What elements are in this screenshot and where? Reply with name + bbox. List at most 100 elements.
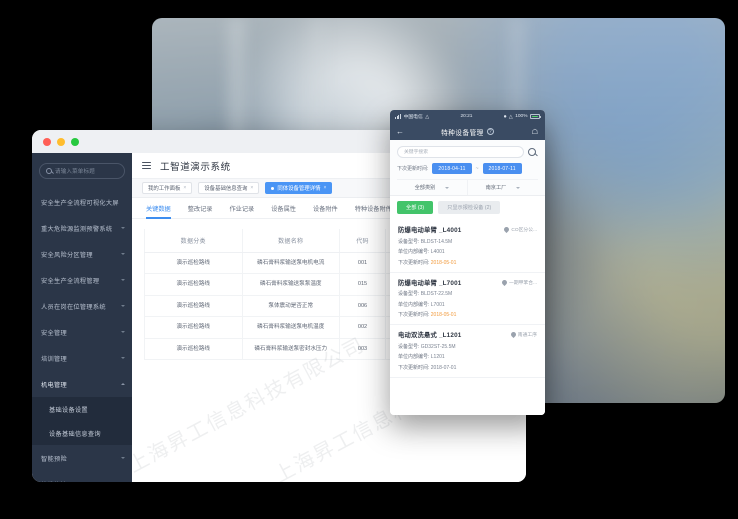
mobile-app-panel: 中国电信 △ 20:21 ⏺ △ 100% ← 特种设备管理 ? ☖ 关键字搜索	[390, 110, 545, 415]
alarm-icon: ⏺	[503, 113, 507, 120]
field-value: BLDST-22.5M	[420, 291, 453, 297]
window-minimize-button[interactable]	[57, 137, 65, 146]
sidebar-item-dashboard[interactable]: 安全生产全流程可视化大屏	[32, 189, 132, 215]
sidebar-item-maintenance[interactable]: 检维修管理	[32, 471, 132, 483]
cell-code: 003	[339, 338, 386, 360]
sidebar-item-risk-zoning[interactable]: 安全风险分区管理	[32, 241, 132, 267]
sub-tab-bar: 关键数据 整改记录 作业记录 设备属性 设备附件 特种设备附件	[132, 198, 526, 219]
question-icon[interactable]: ?	[486, 128, 494, 135]
cell-name: 磷石膏料浆输送泵密封水压力	[242, 338, 340, 360]
sidebar-item-label: 检维修管理	[41, 480, 73, 483]
date-range-label: 下次更新时间:	[397, 166, 429, 172]
subtab-device-properties[interactable]: 设备属性	[271, 205, 296, 213]
device-name: 防爆电动单臂 _L4001	[398, 227, 462, 234]
sidebar-item-label: 重大危险源监测预警系统	[41, 225, 113, 233]
search-icon[interactable]	[528, 147, 536, 156]
date-to-button[interactable]: 2018-07-11	[482, 163, 522, 174]
sidebar-item-personnel-system[interactable]: 人员在岗在位管理系统	[32, 293, 132, 319]
subtab-device-attachments[interactable]: 设备附件	[313, 205, 338, 213]
location-pin-icon	[510, 331, 517, 338]
select-factory[interactable]: 南京工厂	[467, 180, 538, 195]
select-category[interactable]: 全部类别	[397, 180, 467, 195]
tab-label: 设备基础信息查询	[204, 186, 248, 192]
device-internal-no-row: 单位内部编号: L7001	[398, 301, 537, 308]
device-name: 电动双洗悬式 _L1201	[398, 332, 462, 339]
page-title: 工智道演示系统	[160, 161, 231, 173]
sidebar-item-label: 安全生产全流程可视化大屏	[41, 199, 119, 207]
date-range-separator: ~	[475, 165, 479, 172]
date-range-filter: 下次更新时间: 2018-04-11 ~ 2018-07-11	[397, 163, 538, 174]
list-item[interactable]: 电动双洗悬式 _L1201 南通工序 设备型号: GD32ST-25.5M 单位…	[390, 325, 545, 378]
cell-category: 演示巡检路线	[144, 252, 243, 275]
mobile-search-input[interactable]: 关键字搜索	[397, 145, 524, 158]
back-arrow-icon[interactable]: ←	[396, 127, 404, 136]
location-label: 一期甲苯合...	[509, 280, 537, 286]
location-pin-icon	[504, 226, 511, 233]
field-label: 设备型号:	[398, 291, 420, 297]
device-location: 一期甲苯合...	[502, 278, 537, 286]
sidebar-item-label: 安全管理	[41, 329, 67, 337]
active-dot-icon	[271, 186, 275, 190]
device-internal-no-row: 单位内部编号: L1201	[398, 353, 537, 360]
chevron-up-icon	[121, 383, 125, 385]
subtab-special-device-attachments[interactable]: 特种设备附件	[354, 205, 392, 213]
sidebar-item-smart-risk[interactable]: 智能预险	[32, 445, 132, 471]
tab-device-management-detail[interactable]: 同体设备管理详情 ×	[265, 182, 333, 194]
cell-category: 演示巡检路线	[144, 295, 243, 318]
sidebar-item-electromechanical[interactable]: 机电管理	[32, 371, 132, 397]
wifi-icon: △	[425, 113, 430, 120]
tab-my-workbench[interactable]: 我的工作面板 ×	[142, 182, 193, 194]
tab-device-info-query[interactable]: 设备基础信息查询 ×	[198, 182, 260, 194]
column-header-code[interactable]: 代码	[339, 229, 386, 253]
device-name: 防爆电动单臂 _L7001	[398, 279, 462, 287]
sidebar-item-training-management[interactable]: 培训管理	[32, 345, 132, 371]
device-next-update-row: 下次更新时间: 2018-07-01	[398, 364, 537, 371]
subtab-rectification-records[interactable]: 整改记录	[187, 205, 213, 213]
sidebar-item-device-settings[interactable]: 基础设备设置	[32, 397, 132, 421]
device-model-row: 设备型号: BLDST-22.5M	[398, 290, 537, 297]
chip-inspection-only[interactable]: 只显示报检设备 (2)	[438, 201, 501, 214]
list-item[interactable]: 防爆电动单臂 _L7001 一期甲苯合... 设备型号: BLDST-22.5M…	[390, 273, 545, 325]
sidebar-item-safety-management[interactable]: 安全管理	[32, 319, 132, 345]
status-clock: 20:21	[460, 114, 473, 119]
chip-all[interactable]: 全部 (3)	[397, 201, 434, 214]
device-next-update-row: 下次更新时间: 2018-05-01	[398, 311, 537, 318]
sidebar-item-label: 智能预险	[41, 455, 67, 463]
sidebar-item-process-management[interactable]: 安全生产全流程管理	[32, 267, 132, 293]
home-icon[interactable]: ☖	[531, 128, 538, 136]
battery-icon	[529, 114, 541, 119]
date-from-button[interactable]: 2018-04-11	[432, 163, 472, 174]
hamburger-icon[interactable]	[142, 160, 151, 172]
mobile-search-row: 关键字搜索	[397, 145, 538, 158]
subtab-key-data[interactable]: 关键数据	[146, 198, 171, 219]
window-maximize-button[interactable]	[71, 137, 79, 146]
cell-code: 006	[339, 295, 386, 318]
cell-category: 演示巡检路线	[144, 316, 243, 339]
sidebar-item-hazard-monitoring[interactable]: 重大危险源监测预警系统	[32, 215, 132, 241]
field-value: L7001	[430, 301, 445, 308]
card-header: 电动双洗悬式 _L1201 南通工序	[398, 330, 537, 339]
mobile-search-placeholder: 关键字搜索	[404, 150, 428, 155]
window-close-button[interactable]	[43, 137, 51, 146]
chevron-down-icon	[121, 253, 125, 255]
mobile-select-row: 全部类别 南京工厂	[397, 179, 538, 195]
cell-name: 磷石膏料浆输送泵电机电流	[242, 252, 340, 275]
close-icon[interactable]: ×	[323, 185, 327, 191]
tab-label: 我的工作面板	[148, 186, 181, 192]
close-icon[interactable]: ×	[250, 185, 254, 191]
field-value: GD32ST-25.5M	[420, 343, 456, 350]
app-header: 工智道演示系统	[132, 153, 526, 179]
close-icon[interactable]: ×	[183, 185, 187, 191]
cell-name: 磷石膏料浆输送泵电机温度	[242, 316, 340, 339]
chevron-down-icon	[121, 357, 125, 359]
list-item[interactable]: 防爆电动单臂 _L4001 CO区分公... 设备型号: BLDST-14.5M…	[390, 220, 545, 273]
subtab-work-records[interactable]: 作业记录	[229, 205, 255, 213]
cell-category: 演示巡检路线	[144, 338, 243, 360]
location-label: CO区分公...	[511, 228, 537, 233]
column-header-name[interactable]: 数据名称	[242, 229, 340, 253]
sidebar-search-input[interactable]: 请输入菜单标题	[39, 163, 125, 179]
sidebar-item-device-info-query[interactable]: 设备基础信息查询	[32, 421, 132, 445]
cell-code: 001	[339, 252, 386, 275]
column-header-category[interactable]: 数据分类	[144, 229, 243, 253]
field-value: L4001	[430, 249, 445, 255]
